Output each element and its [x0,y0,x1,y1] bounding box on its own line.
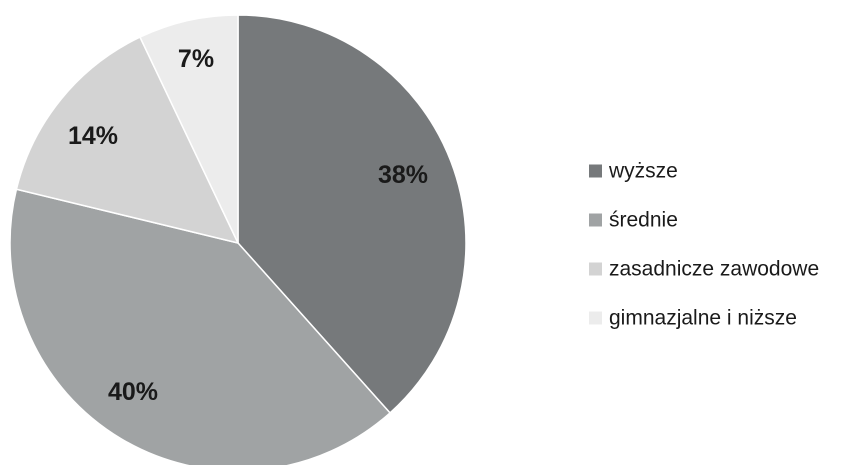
pie-slice-2 [9,188,392,465]
legend-swatch-4 [589,311,602,325]
slice-label-2: 40% [108,378,158,406]
legend-label-1: wyższe [608,160,678,183]
slice-label-1: 38% [378,161,428,189]
slice-label-3: 14% [68,122,118,150]
slice-label-4: 7% [178,45,214,73]
pie-slice-4 [139,14,239,244]
legend-swatch-1 [589,164,602,178]
pie-slices [9,14,467,465]
pie-slice-3 [15,36,240,245]
legend-swatch-2 [589,213,602,227]
legend-label-3: zasadnicze zawodowe [609,258,819,281]
pie-slice-labels: 38% 40% 14% 7% [68,45,428,406]
legend-label-4: gimnazjalne i niższe [609,307,797,330]
legend-label-2: średnie [609,209,678,232]
legend-swatch-3 [589,262,602,276]
pie-slice-1 [237,14,467,414]
legend: wyższe średnie zasadnicze zawodowe gimnazja… [589,160,819,330]
